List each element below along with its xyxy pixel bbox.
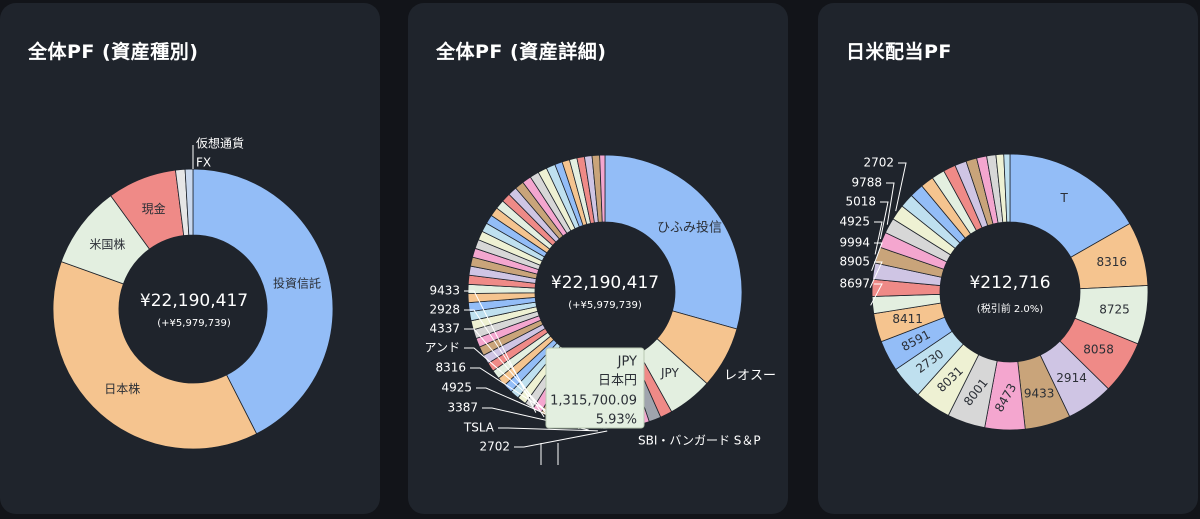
slice-label: 2914 (1056, 371, 1087, 385)
donut-chart-dividend: T831687258058291494338473800180312730859… (839, 153, 1149, 431)
slice-label: 8316 (435, 361, 466, 375)
slice-label: 日本株 (104, 381, 140, 396)
slice-仮想通貨[interactable] (184, 168, 194, 236)
slice-label: 2702 (863, 156, 894, 170)
slice-label: 4925 (839, 215, 870, 229)
dividend-panel: 日米配当PF T 8316 8725 8058 2914 9433 8473 8001 8031… (818, 3, 1198, 514)
leader-line (871, 242, 883, 271)
slice-item-56[interactable] (599, 154, 606, 223)
slice-label: 9433 (429, 284, 460, 298)
panel-title: 全体PF (資産詳細) (436, 41, 607, 63)
slice-label: T (1060, 191, 1069, 205)
slice-label: 4337 (429, 322, 460, 336)
slice-投資信託[interactable] (192, 168, 334, 435)
leader-line (870, 283, 883, 306)
slice-label: ひふみ投信 (657, 219, 722, 235)
asset-detail-panel: 全体PF (資産詳細) ひふみ投信JPYTレオスーSBI・バンガード S＆P94… (408, 3, 788, 514)
center-total: ¥212,716 (969, 273, 1051, 293)
leader-line (470, 367, 571, 428)
slice-label: 2928 (429, 303, 460, 317)
center-gain: (+¥5,979,739) (157, 318, 231, 329)
leader-line (869, 261, 883, 289)
leader-line (886, 182, 895, 225)
slice-label: 3387 (447, 401, 478, 415)
slice-label: レオスー (724, 369, 776, 384)
slice-label: 8905 (839, 255, 870, 269)
tooltip-line: JPY (617, 355, 637, 370)
tooltip-line: 5.93% (596, 413, 637, 428)
leader-line (464, 347, 562, 425)
slice-label: 9994 (839, 236, 870, 250)
slice-label: 米国株 (89, 236, 125, 251)
slice-label: JPY (660, 366, 680, 380)
center-total: ¥22,190,417 (550, 273, 660, 293)
tooltip: JPY 日本円 1,315,700.09 5.93% (545, 347, 645, 429)
slice-item-29[interactable] (1003, 153, 1011, 223)
slice-label: TSLA (463, 421, 495, 435)
donut-chart-asset-detail: ひふみ投信JPYTレオスーSBI・バンガード S＆P943329284337アン… (424, 154, 776, 465)
slice-label: アンド (424, 341, 460, 355)
slice-label: 5018 (845, 195, 876, 209)
center-dividend-rate: (税引前 2.0%) (976, 304, 1044, 315)
slice-label: SBI・バンガード S＆P (638, 434, 761, 448)
slice-label: 2702 (479, 440, 510, 454)
leader-line (498, 427, 598, 432)
leader-line (879, 201, 889, 240)
slice-label: 9433 (1024, 386, 1055, 400)
center-total: ¥22,190,417 (139, 291, 249, 311)
leader-line (514, 430, 608, 448)
slice-label: 8725 (1099, 302, 1130, 316)
tooltip-line: 日本円 (598, 374, 637, 389)
slice-label: 4925 (441, 381, 472, 395)
leader-line (874, 221, 883, 255)
tooltip-line: 1,315,700.09 (550, 394, 637, 409)
slice-label: 仮想通貨 (196, 136, 244, 151)
slice-label: 8697 (839, 277, 870, 291)
asset-type-panel: 全体PF (資産種別) 投資信託日本株 米国株 現金 FX 仮想通貨 ¥22,190,4… (0, 3, 380, 514)
slice-label: 8411 (892, 312, 923, 326)
slice-label: 8058 (1083, 343, 1114, 357)
slice-label: 投資信託 (273, 276, 321, 291)
slice-label: 9788 (851, 176, 882, 190)
slice-日本株[interactable] (52, 261, 258, 450)
leader-line (464, 309, 545, 418)
slice-ひふみ投信[interactable] (604, 154, 743, 330)
leader-line (895, 162, 907, 212)
panel-title: 日米配当PF (846, 41, 952, 63)
leader-line (464, 328, 553, 422)
slice-label: 8316 (1097, 255, 1128, 269)
panel-title: 全体PF (資産種別) (28, 41, 199, 63)
center-gain: (+¥5,979,739) (568, 300, 642, 311)
slice-label: FX (196, 156, 211, 170)
slice-label: 現金 (142, 201, 166, 216)
tooltip-box (545, 347, 645, 429)
